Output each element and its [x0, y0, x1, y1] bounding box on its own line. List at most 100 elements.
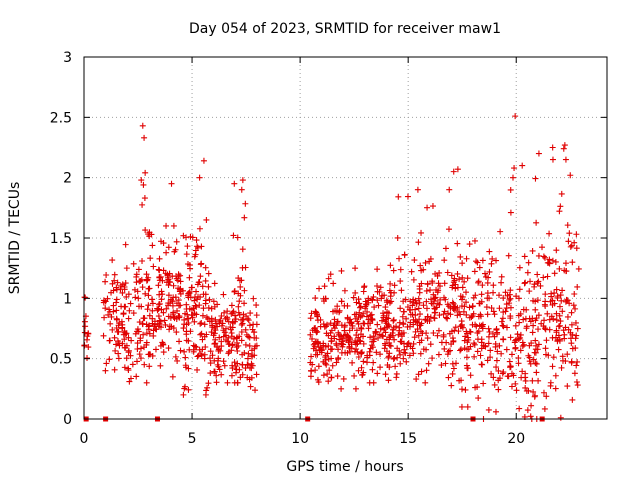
data-point [484, 357, 491, 364]
data-point [160, 349, 167, 356]
data-point [486, 268, 493, 275]
data-point [473, 258, 480, 265]
data-point [312, 295, 319, 302]
data-point [242, 200, 249, 207]
data-point [366, 348, 373, 355]
data-point [155, 266, 162, 273]
data-point [353, 311, 360, 318]
data-point [403, 315, 410, 322]
data-point [146, 312, 153, 319]
data-point [369, 315, 376, 322]
data-point [424, 204, 431, 211]
data-point [396, 255, 403, 262]
data-point [552, 258, 559, 265]
data-point [123, 355, 130, 362]
data-point [193, 344, 200, 351]
data-point [351, 348, 358, 355]
data-point [378, 317, 385, 324]
data-point [458, 321, 465, 328]
data-point [81, 318, 88, 325]
data-point [557, 318, 564, 325]
data-point [331, 335, 338, 342]
x-tick-label: 0 [80, 431, 89, 447]
data-point [218, 338, 225, 345]
data-point [452, 281, 459, 288]
data-point [116, 320, 123, 327]
data-point [451, 303, 458, 310]
data-point [485, 274, 492, 281]
data-point [314, 311, 321, 318]
data-point [374, 297, 381, 304]
data-point [325, 378, 332, 385]
data-point [555, 346, 562, 353]
data-point [121, 364, 128, 371]
data-point [387, 293, 394, 300]
data-point [188, 284, 195, 291]
data-point [376, 288, 383, 295]
data-point [185, 365, 192, 372]
data-point [428, 296, 435, 303]
data-points [81, 113, 582, 422]
data-point [110, 308, 117, 315]
data-point [253, 342, 260, 349]
data-point [207, 360, 214, 367]
data-point [202, 391, 209, 398]
data-point [325, 275, 332, 282]
data-point [109, 326, 116, 333]
data-point [186, 305, 193, 312]
data-point [127, 352, 134, 359]
y-tick-label: 2.5 [50, 110, 72, 126]
data-point [541, 405, 548, 412]
data-point [549, 363, 556, 370]
data-point [123, 265, 130, 272]
data-point [114, 338, 121, 345]
data-point [463, 354, 470, 361]
data-point [425, 360, 432, 367]
data-point [236, 277, 243, 284]
data-point [374, 266, 381, 273]
data-point [120, 310, 127, 317]
data-point [143, 379, 150, 386]
data-point [239, 246, 246, 253]
data-point [250, 321, 257, 328]
data-point [114, 279, 121, 286]
data-point [139, 122, 146, 129]
data-point [527, 278, 534, 285]
data-point [192, 251, 199, 258]
data-point [119, 340, 126, 347]
data-point [397, 351, 404, 358]
data-point [222, 315, 229, 322]
data-point [218, 371, 225, 378]
data-point [342, 349, 349, 356]
data-point [558, 364, 565, 371]
data-point [362, 303, 369, 310]
data-point [513, 293, 520, 300]
data-point [559, 287, 566, 294]
data-point [159, 277, 166, 284]
data-point [499, 322, 506, 329]
data-point [308, 368, 315, 375]
data-point [353, 299, 360, 306]
data-point [507, 186, 514, 193]
data-point [358, 324, 365, 331]
data-point [211, 280, 218, 287]
data-point [151, 318, 158, 325]
data-point [183, 337, 190, 344]
data-point [509, 174, 516, 181]
data-point [205, 380, 212, 387]
data-point [378, 295, 385, 302]
data-point [172, 294, 179, 301]
data-point [176, 338, 183, 345]
data-point [573, 378, 580, 385]
data-point [109, 257, 116, 264]
data-point [181, 348, 188, 355]
data-point [458, 403, 465, 410]
data-point [534, 346, 541, 353]
data-point [446, 186, 453, 193]
data-point [225, 334, 232, 341]
data-point [410, 340, 417, 347]
data-point [438, 362, 445, 369]
data-point [194, 281, 201, 288]
data-point [168, 180, 175, 187]
data-point [231, 180, 238, 187]
